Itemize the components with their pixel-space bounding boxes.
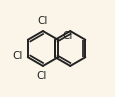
Text: Cl: Cl xyxy=(36,71,47,81)
Text: Cl: Cl xyxy=(62,32,72,42)
Text: Cl: Cl xyxy=(13,51,23,61)
Text: Cl: Cl xyxy=(37,16,48,26)
